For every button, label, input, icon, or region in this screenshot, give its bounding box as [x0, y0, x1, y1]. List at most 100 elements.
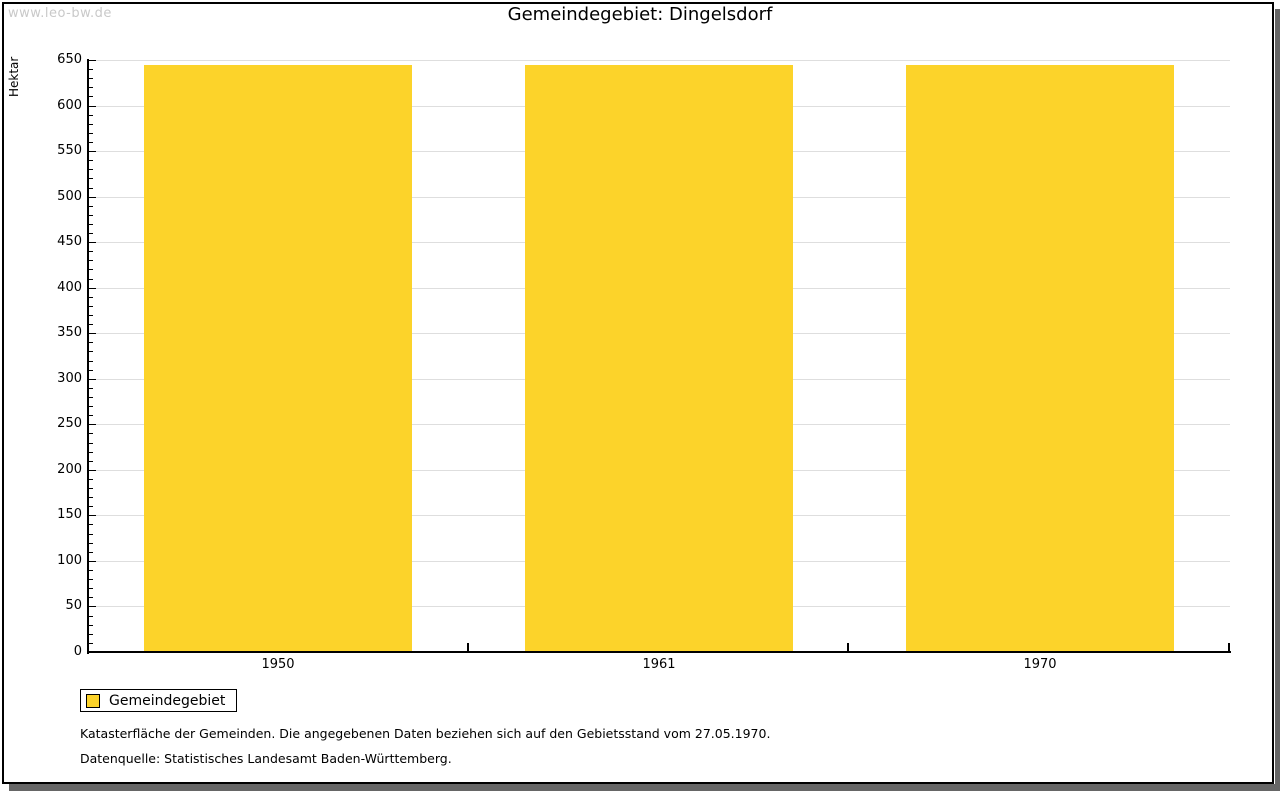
y-tick-label: 350 [57, 325, 82, 341]
y-minor-tick [89, 160, 93, 162]
y-tick-label: 150 [57, 507, 82, 523]
y-major-tick [89, 424, 96, 426]
y-minor-tick [89, 488, 93, 490]
y-tick-label: 450 [57, 234, 82, 250]
y-minor-tick [89, 69, 93, 71]
y-minor-tick [89, 542, 93, 544]
y-minor-tick [89, 642, 93, 644]
y-tick-label: 600 [57, 97, 82, 113]
bar-1961 [525, 64, 793, 651]
y-minor-tick [89, 451, 93, 453]
category-tick [467, 643, 469, 652]
y-tick-label: 250 [57, 416, 82, 432]
y-minor-tick [89, 351, 93, 353]
legend-label: Gemeindegebiet [109, 692, 226, 709]
frame-shadow-bottom [9, 784, 1280, 791]
y-minor-tick [89, 570, 93, 572]
x-tick-label: 1970 [1023, 657, 1057, 672]
y-major-tick [89, 378, 96, 380]
y-minor-tick [89, 278, 93, 280]
y-minor-tick [89, 233, 93, 235]
category-tick [847, 643, 849, 652]
x-tick-label: 1961 [642, 657, 676, 672]
y-minor-tick [89, 433, 93, 435]
y-minor-tick [89, 497, 93, 499]
y-major-tick [89, 60, 96, 61]
y-minor-tick [89, 223, 93, 225]
y-major-tick [89, 242, 96, 244]
y-major-tick [89, 151, 96, 153]
y-minor-tick [89, 324, 93, 326]
y-minor-tick [89, 114, 93, 116]
y-minor-tick [89, 406, 93, 408]
watermark: www.leo-bw.de [8, 6, 112, 21]
y-minor-tick [89, 387, 93, 389]
y-minor-tick [89, 342, 93, 344]
y-minor-tick [89, 269, 93, 271]
y-minor-tick [89, 141, 93, 143]
x-axis-line [87, 651, 1231, 653]
y-minor-tick [89, 78, 93, 80]
y-minor-tick [89, 396, 93, 398]
y-minor-tick [89, 305, 93, 307]
y-minor-tick [89, 123, 93, 125]
y-minor-tick [89, 169, 93, 171]
y-minor-tick [89, 214, 93, 216]
y-tick-label: 50 [65, 598, 82, 614]
y-minor-tick [89, 524, 93, 526]
y-major-tick [89, 333, 96, 335]
y-minor-tick [89, 551, 93, 553]
y-minor-tick [89, 315, 93, 316]
y-minor-tick [89, 296, 93, 298]
y-minor-tick [89, 533, 93, 535]
y-minor-tick [89, 360, 93, 362]
category-tick [1228, 643, 1230, 652]
y-minor-tick [89, 588, 93, 590]
y-tick-label: 200 [57, 461, 82, 477]
legend-swatch-gemeindegebiet [86, 693, 100, 708]
x-tick-label: 1950 [261, 657, 295, 672]
plot-area [87, 59, 1231, 654]
y-tick-label: 300 [57, 370, 82, 386]
legend: Gemeindegebiet [80, 689, 238, 712]
gridline [88, 60, 1230, 61]
y-minor-tick [89, 579, 93, 581]
y-minor-tick [89, 478, 93, 480]
y-major-tick [89, 287, 96, 289]
y-tick-label: 550 [57, 143, 82, 159]
y-minor-tick [89, 369, 93, 371]
y-tick-label: 100 [57, 552, 82, 568]
frame-shadow-right [1275, 9, 1280, 784]
footnote-source-note: Katasterfläche der Gemeinden. Die angege… [80, 726, 771, 741]
y-minor-tick [89, 132, 93, 134]
y-tick-label: 0 [73, 644, 82, 659]
y-tick-label: 500 [57, 188, 82, 204]
y-minor-tick [89, 615, 93, 617]
y-minor-tick [89, 178, 93, 180]
y-major-tick [89, 606, 96, 608]
y-major-tick [89, 196, 96, 198]
y-minor-tick [89, 633, 93, 635]
y-axis-title: Hektar [7, 56, 21, 97]
bar-1970 [906, 64, 1174, 651]
y-major-tick [89, 560, 96, 562]
y-axis-line [87, 59, 89, 654]
y-minor-tick [89, 260, 93, 262]
chart-title: Gemeindegebiet: Dingelsdorf [507, 4, 773, 25]
y-minor-tick [89, 624, 93, 626]
y-major-tick [89, 469, 96, 471]
y-minor-tick [89, 415, 93, 417]
y-minor-tick [89, 251, 93, 253]
y-minor-tick [89, 187, 93, 189]
y-tick-label: 650 [57, 52, 82, 67]
footnote-data-source: Datenquelle: Statistisches Landesamt Bad… [80, 751, 452, 766]
y-minor-tick [89, 506, 93, 508]
y-minor-tick [89, 442, 93, 444]
bar-1950 [144, 64, 412, 651]
y-minor-tick [89, 96, 93, 98]
y-minor-tick [89, 460, 93, 462]
y-major-tick [89, 105, 96, 107]
y-major-tick [89, 515, 96, 517]
y-minor-tick [89, 597, 93, 599]
y-minor-tick [89, 205, 93, 207]
